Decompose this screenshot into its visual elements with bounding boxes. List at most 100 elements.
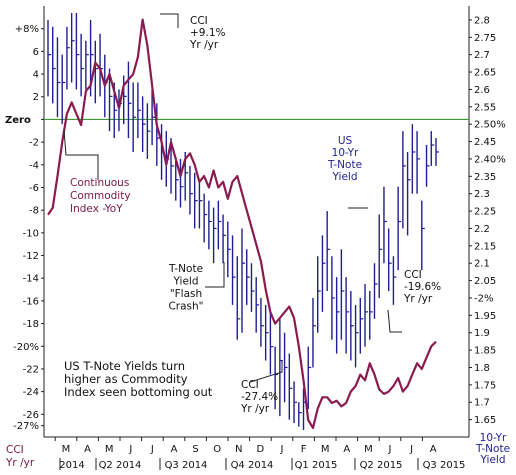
tnote-bar <box>141 96 146 152</box>
annotation-line: Yr /yr <box>403 293 433 305</box>
right-tick-label: 1.8 <box>474 363 490 374</box>
tnote-bar <box>402 131 406 229</box>
tnote-bar <box>335 277 340 354</box>
right-tick-label: -2% <box>474 293 493 304</box>
annotation-line: Crash" <box>168 301 203 313</box>
annotation-line: Index -YoY <box>70 203 123 215</box>
tnote-bar <box>435 138 439 166</box>
x-month-label: J <box>388 444 392 455</box>
left-tick-label: -18 <box>23 319 39 330</box>
right-tick-label: 2.50% <box>474 120 506 131</box>
tnote-bar <box>269 311 274 375</box>
left-tick-label: -4 <box>29 160 39 171</box>
tnote-bar <box>264 304 269 361</box>
left-tick-label: +8% <box>15 24 39 35</box>
right-tick-label: 2.1 <box>474 259 490 270</box>
tnote-bar <box>298 402 302 427</box>
x-quarter-label: Q2 2015 <box>360 460 403 471</box>
right-tick-label: 2.45 <box>474 137 496 148</box>
right-tick-label: 2.6 <box>474 85 490 96</box>
left-tick-label: -2 <box>29 138 39 149</box>
x-month-label: M <box>364 444 373 455</box>
left-tick-label: -24 <box>23 387 39 398</box>
tnote-bar <box>255 277 260 333</box>
right-axis-title: 10-Yr T-Note Yield <box>475 432 510 466</box>
tnote-bar <box>246 249 250 305</box>
right-tick-label: 1.95 <box>474 311 496 322</box>
tnote-bar <box>312 297 316 368</box>
right-tick-label: 2.65 <box>474 68 496 79</box>
left-tick-label: Zero <box>5 115 31 126</box>
cci-line-layer <box>47 18 437 429</box>
callout-line <box>249 360 283 383</box>
tnote-bar <box>416 131 421 194</box>
plot-frame <box>43 6 470 438</box>
x-month-label: M <box>321 444 330 455</box>
tnote-bar <box>293 381 298 424</box>
annotation-line: CCI <box>241 379 259 391</box>
left-tick-label: -22 <box>23 364 39 375</box>
tnote-bar <box>236 256 241 340</box>
tnote-bar <box>108 68 113 132</box>
tnote-bar <box>260 297 264 347</box>
annotation-headline: US T-Note Yields turn higher as Commodity… <box>64 359 213 399</box>
callout-line <box>387 309 402 333</box>
right-tick-label: 1.9 <box>474 328 490 339</box>
tnote-bar <box>369 291 373 340</box>
annotation-line: US T-Note Yields turn <box>64 359 185 373</box>
callout-line <box>205 262 225 288</box>
tnote-bar <box>137 82 141 139</box>
tnote-bar <box>359 297 364 354</box>
left-tick-label: -14 <box>23 274 39 285</box>
right-axis-title-line: 10-Yr <box>480 432 507 444</box>
tnote-bar <box>378 214 383 298</box>
tnote-bar <box>397 186 402 271</box>
x-quarter-label: 2014 <box>59 460 84 471</box>
annotation-line: CCI <box>404 269 422 281</box>
tnote-bar <box>198 179 203 229</box>
x-month-label: J <box>280 444 284 455</box>
tnote-bar <box>85 40 89 90</box>
annotation-line: Yr /yr <box>240 403 270 415</box>
tnote-bar <box>387 228 392 292</box>
right-tick-label: 2.15 <box>474 241 496 252</box>
annotation-flash-crash: T-Note Yield "Flash Crash" <box>168 263 204 313</box>
tnote-bar <box>189 165 193 215</box>
right-tick-label: 2.3 <box>474 189 490 200</box>
x-month-label: O <box>213 444 221 455</box>
left-tick-label: -16 <box>23 296 39 307</box>
tnote-bar <box>146 103 151 159</box>
tnote-bar <box>231 235 236 305</box>
annotation-line: CCI <box>190 15 208 27</box>
right-tick-label: 2.8 <box>474 15 490 26</box>
callout-line <box>63 129 99 180</box>
tnote-bar <box>132 82 137 152</box>
tnote-bar <box>430 131 435 166</box>
right-tick-label: 2.75 <box>474 33 496 44</box>
annotation-line: T-Note <box>168 263 203 275</box>
x-quarter-label: Q2 2014 <box>99 460 142 471</box>
right-tick-label: 1.7 <box>474 398 490 409</box>
tnote-bar <box>425 145 430 187</box>
tnote-bar <box>283 332 288 403</box>
tnote-bar <box>331 256 335 340</box>
right-tick-label: 2.05 <box>474 276 496 287</box>
left-tick-label: -8 <box>29 206 39 217</box>
annotation-line: 10-Yr <box>332 147 359 159</box>
annotation-cci-series: Continuous Commodity Index -YoY <box>70 177 131 215</box>
right-tick-label: 2.7 <box>474 50 490 61</box>
x-quarter-label: Q1 2015 <box>295 460 338 471</box>
tnote-bar <box>350 291 354 361</box>
tnote-bar <box>70 12 75 83</box>
left-axis-title: CCI Yr /yr <box>5 444 35 469</box>
tnote-bar <box>208 200 212 250</box>
annotation-line: T-Note <box>327 159 362 171</box>
right-tick-label: 1.75 <box>474 380 496 391</box>
x-quarter-label: Q4 2014 <box>231 460 274 471</box>
tnote-bar <box>383 186 387 264</box>
left-axis-title-line: CCI <box>6 444 24 456</box>
annotation-line: Yr /yr <box>189 39 219 51</box>
tnote-bar <box>203 193 208 243</box>
